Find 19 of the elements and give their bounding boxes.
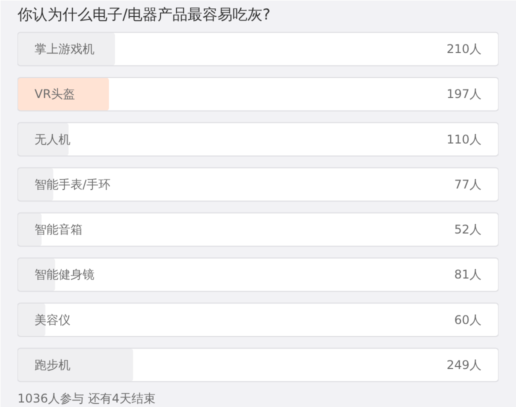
data-label: 210人 [446, 42, 482, 56]
data-label: 249人 [446, 358, 482, 372]
chart-title: 你认为什么电子/电器产品最容易吃灰? [16, 6, 271, 24]
data-label: 60人 [454, 312, 482, 327]
y-tick-label: 智能健身镜 [34, 268, 94, 282]
data-label: 197人 [446, 87, 482, 102]
y-tick-label: 智能音箱 [34, 222, 82, 237]
bar [18, 77, 109, 111]
data-label: 77人 [454, 177, 482, 192]
y-tick-label: 掌上游戏机 [34, 42, 94, 56]
data-label: 110人 [446, 132, 482, 146]
data-label: 81人 [454, 268, 482, 282]
y-tick-label: 美容仪 [34, 312, 70, 327]
y-tick-label: 无人机 [34, 132, 70, 146]
y-tick-label: 跑步机 [34, 358, 70, 372]
data-label: 52人 [454, 222, 482, 237]
text: 1036人参与 还有4天结束 [18, 392, 156, 406]
y-tick-label: VR头盔 [34, 87, 76, 102]
y-tick-label: 智能手表/手环 [34, 177, 111, 192]
